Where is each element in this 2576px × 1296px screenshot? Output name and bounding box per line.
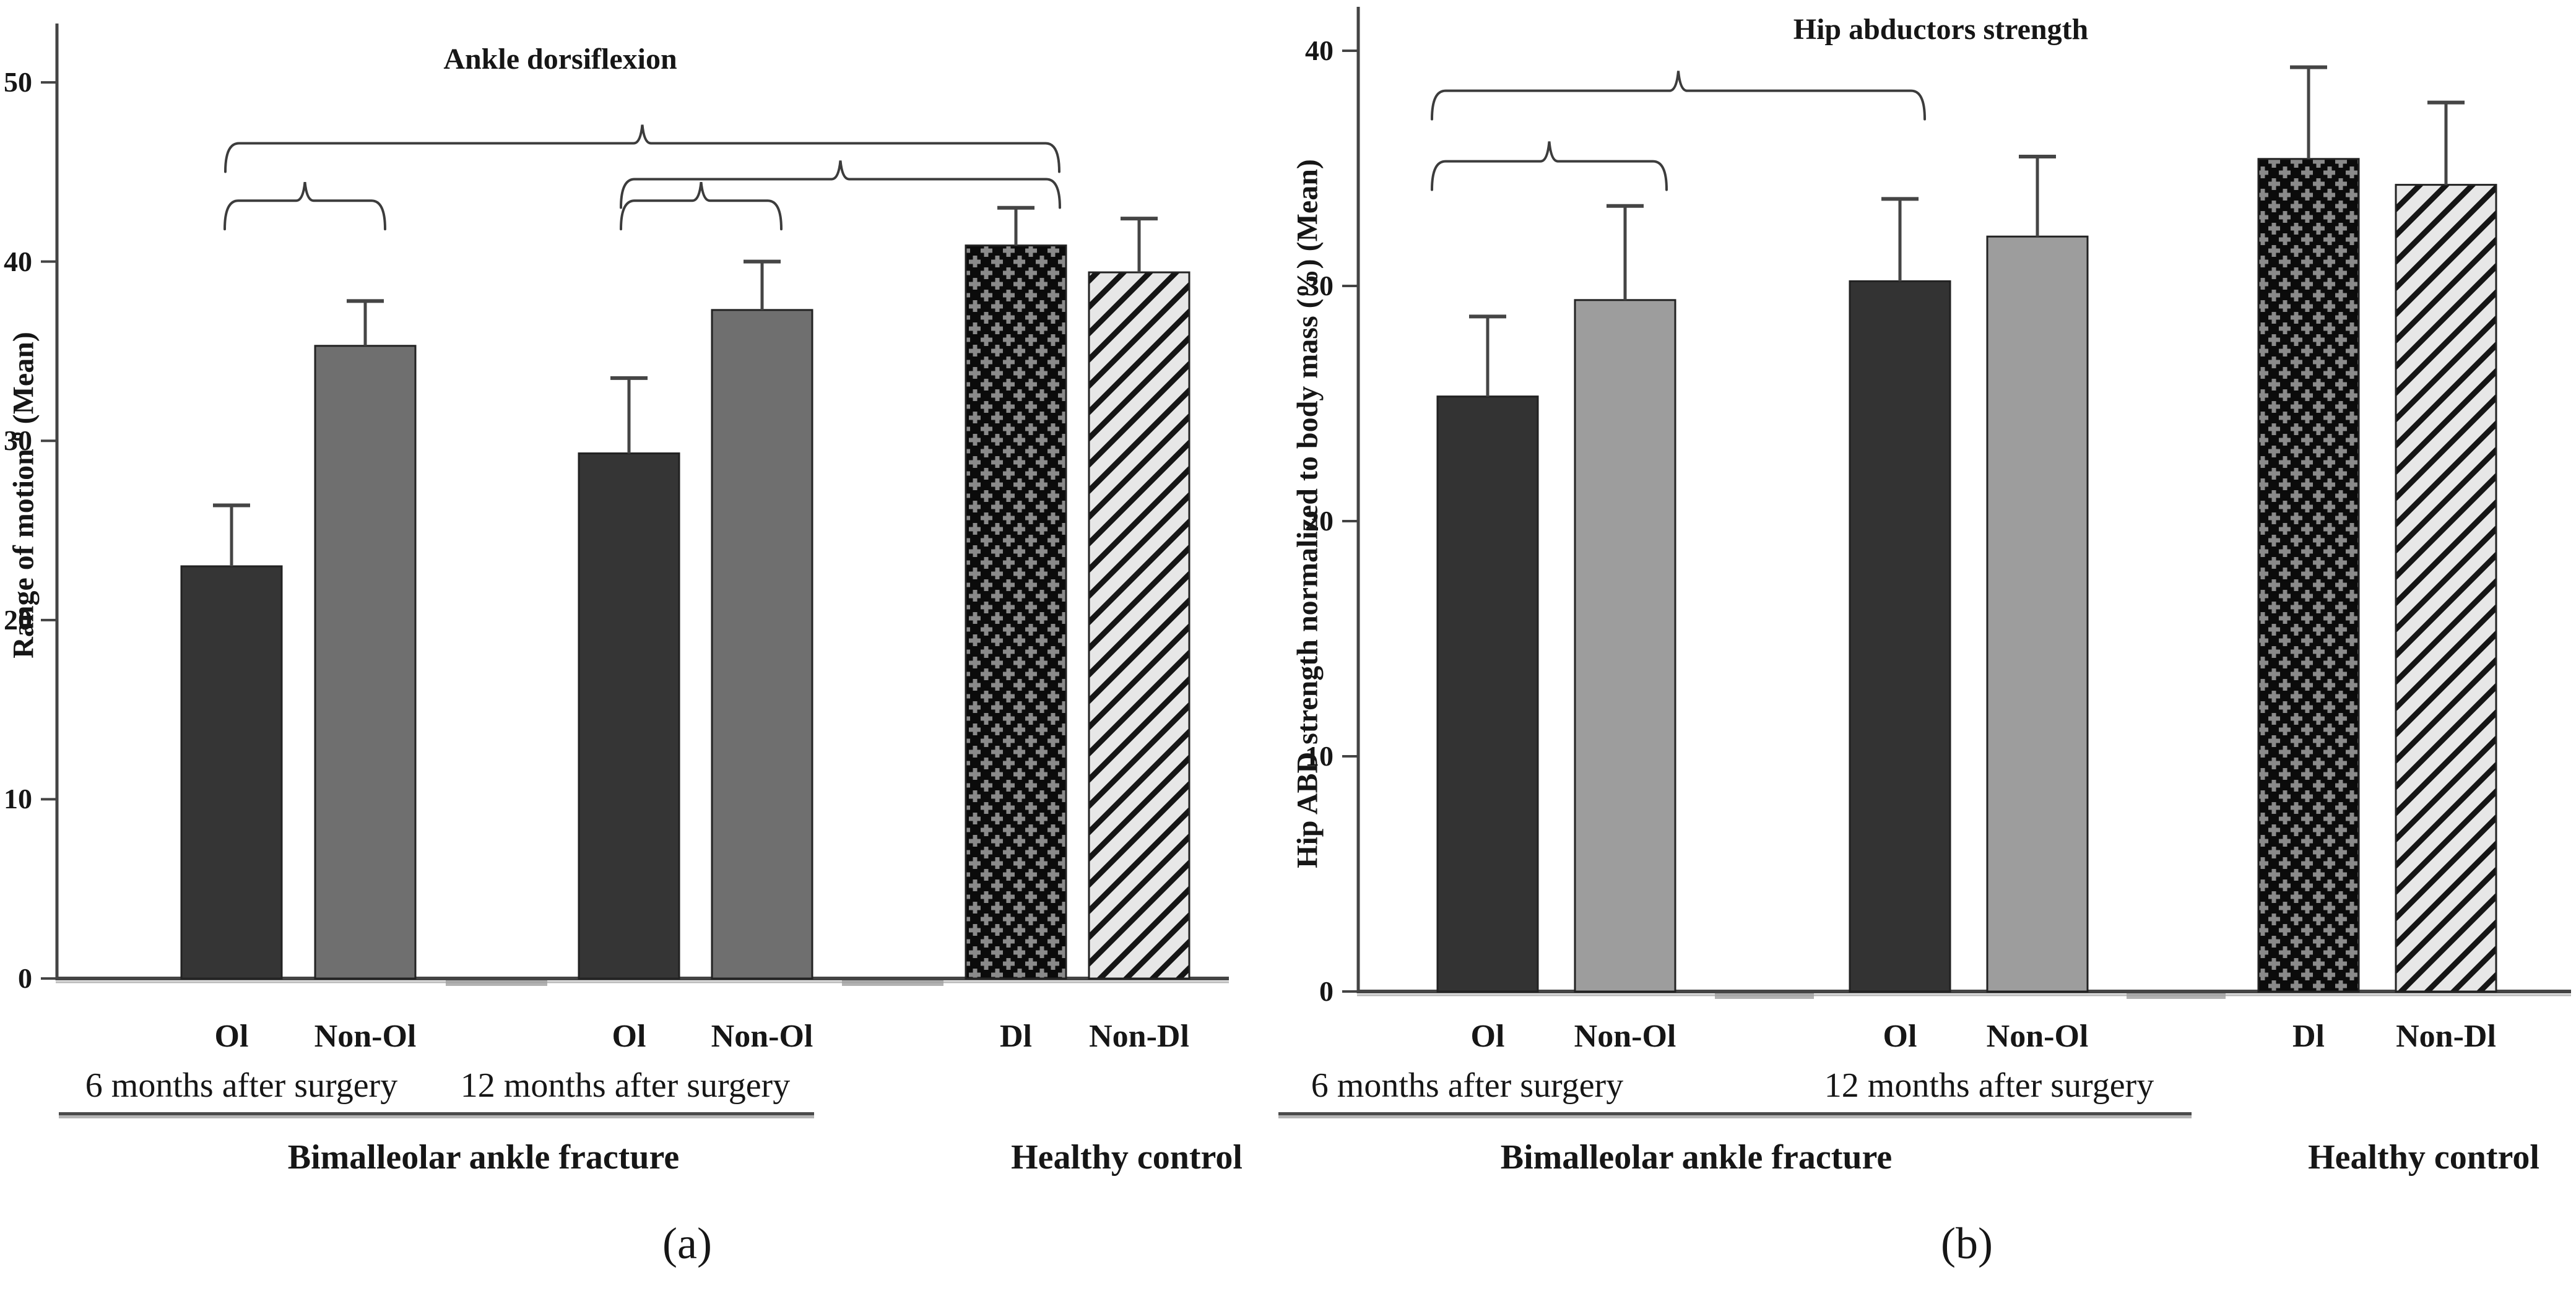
- bar: [180, 565, 283, 980]
- significance-brace: [620, 160, 1061, 209]
- significance-brace: [1431, 141, 1668, 191]
- bar-label: Ol: [1470, 1019, 1505, 1054]
- tick-label: 10: [1305, 740, 1334, 772]
- period-underline-b: [1278, 1112, 2192, 1115]
- tick-label: 20: [4, 603, 32, 636]
- group-label-fracture-a: Bimalleolar ankle fracture: [287, 1138, 680, 1177]
- panel-caption-b: (b): [1941, 1219, 1993, 1268]
- chart-title-b: Hip abductors strength: [1793, 13, 2089, 46]
- period-underline-a: [59, 1112, 814, 1115]
- panel-a: Ankle dorsiflexion Range of motion º (Me…: [4, 24, 1242, 1268]
- period-label-12mo-a: 12 months after surgery: [460, 1066, 791, 1105]
- plot-area-a: [41, 24, 1229, 986]
- bar-label: Ol: [214, 1019, 249, 1054]
- significance-brace: [224, 124, 1060, 173]
- axis-gap-stub: [842, 980, 943, 986]
- bar: [711, 309, 813, 980]
- tick-label: 20: [1305, 505, 1334, 537]
- panel-caption-a: (a): [662, 1219, 712, 1268]
- bar-label: Dl: [1000, 1019, 1032, 1054]
- group-label-fracture-b: Bimalleolar ankle fracture: [1500, 1138, 1893, 1177]
- bar-label: Non-Ol: [711, 1019, 813, 1054]
- bar: [965, 244, 1067, 980]
- bar: [1088, 271, 1190, 980]
- plot-area-b: [1342, 7, 2571, 999]
- bar: [578, 452, 680, 980]
- tick-label: 40: [4, 245, 32, 277]
- group-label-healthy-a: Healthy control: [1011, 1138, 1242, 1177]
- axis-gap-stub: [2127, 993, 2226, 999]
- bar: [2395, 184, 2497, 993]
- bar: [314, 345, 417, 980]
- bar-label: Non-Dl: [2396, 1019, 2496, 1054]
- bar: [1849, 280, 1951, 993]
- bar: [1574, 299, 1676, 993]
- bar-label: Ol: [612, 1019, 646, 1054]
- chart-title-a: Ankle dorsiflexion: [443, 43, 677, 76]
- tick-label: 30: [1305, 270, 1334, 301]
- bar: [2257, 158, 2360, 993]
- period-label-6mo-a: 6 months after surgery: [85, 1066, 398, 1105]
- axis-gap-stub: [446, 980, 547, 986]
- period-label-6mo-b: 6 months after surgery: [1311, 1066, 1624, 1105]
- bar: [1986, 235, 2089, 993]
- tick-label: 40: [1305, 35, 1334, 66]
- period-label-12mo-b: 12 months after surgery: [1824, 1066, 2154, 1105]
- bar-label: Non-Ol: [1986, 1019, 2089, 1054]
- tick-label: 30: [4, 425, 32, 457]
- bar-label: Dl: [2292, 1019, 2325, 1054]
- bar-label: Non-Ol: [314, 1019, 417, 1054]
- significance-brace: [620, 182, 783, 231]
- bar: [1436, 395, 1539, 993]
- bar-label: Non-Ol: [1574, 1019, 1676, 1054]
- significance-brace: [1431, 71, 1926, 121]
- tick-label: 10: [4, 783, 32, 815]
- bar-label: Non-Dl: [1089, 1019, 1189, 1054]
- panel-b: Hip abductors strength Hip ABD strength …: [1278, 0, 2576, 1296]
- tick-label: 0: [1319, 975, 1334, 1007]
- significance-brace: [223, 182, 386, 231]
- bar-label: Ol: [1883, 1019, 1917, 1054]
- tick-label: 50: [4, 66, 32, 98]
- axis-gap-stub: [1715, 993, 1814, 999]
- tick-label: 0: [18, 962, 32, 994]
- group-label-healthy-b: Healthy control: [2308, 1138, 2539, 1177]
